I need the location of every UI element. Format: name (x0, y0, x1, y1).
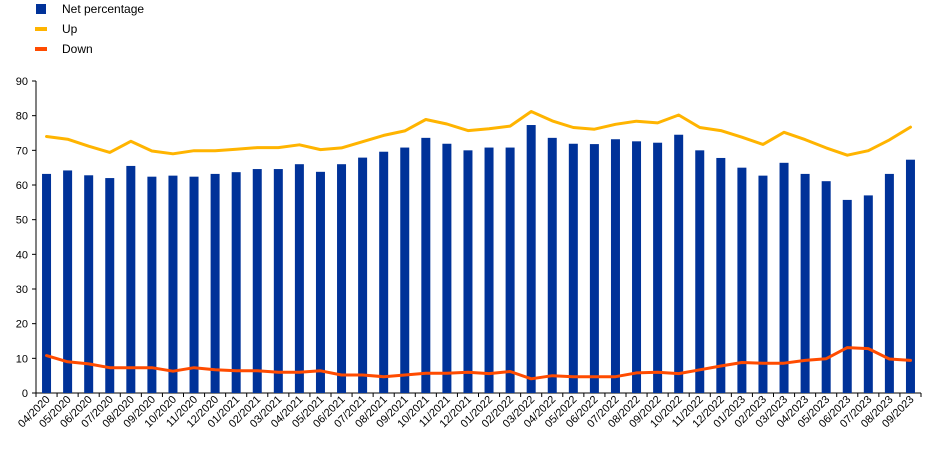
bar-net-percentage (126, 165, 136, 393)
bar-net-percentage (484, 147, 494, 393)
bar-net-percentage (505, 147, 515, 393)
y-tick-label: 20 (16, 319, 28, 331)
bar-net-percentage (884, 173, 894, 393)
bar-net-percentage (189, 176, 199, 393)
bar-net-percentage (610, 139, 620, 393)
bar-net-percentage (589, 144, 599, 393)
bar-net-percentage (210, 173, 220, 393)
bar-net-percentage (800, 173, 810, 393)
bar-net-percentage (147, 176, 157, 393)
y-tick-label: 70 (16, 145, 28, 157)
bar-net-percentage (84, 175, 94, 393)
bar-net-percentage (526, 125, 536, 393)
bar-net-percentage (547, 137, 557, 393)
legend-swatch-down (35, 47, 47, 51)
y-tick-label: 40 (16, 249, 28, 261)
line-series (45, 110, 912, 381)
legend: Net percentage Up Down (35, 2, 144, 56)
bar-net-percentage (358, 157, 368, 393)
bar-net-percentage (315, 171, 325, 393)
y-tick-label: 10 (16, 353, 28, 365)
bar-net-percentage (442, 143, 452, 393)
bar-net-percentage (63, 170, 73, 393)
bar-net-percentage (400, 147, 410, 393)
y-tick-label: 0 (22, 388, 28, 400)
line-up (45, 110, 912, 157)
y-tick-label: 50 (16, 215, 28, 227)
bar-net-percentage (842, 199, 852, 393)
bar-net-percentage (821, 181, 831, 393)
y-tick-label: 80 (16, 111, 28, 123)
legend-label-down: Down (62, 42, 93, 56)
bar-net-percentage (105, 178, 115, 393)
bar-net-percentage (632, 141, 642, 393)
line-down (45, 346, 912, 381)
y-axis: 0 10 20 30 40 50 60 70 80 90 (16, 76, 37, 400)
y-tick-label: 30 (16, 284, 28, 296)
bar-net-percentage (695, 150, 705, 393)
x-axis: 04/202005/202006/202007/202008/202009/20… (16, 392, 922, 430)
bar-net-percentage (252, 169, 262, 393)
bar-net-percentage (568, 143, 578, 393)
bar-net-percentage (379, 151, 389, 393)
legend-label-up: Up (62, 22, 78, 36)
bar-net-percentage (716, 157, 726, 393)
y-tick-label: 60 (16, 180, 28, 192)
bar-net-percentage (863, 195, 873, 393)
bar-net-percentage (463, 150, 473, 393)
bar-net-percentage (758, 175, 768, 393)
bar-net-percentage (231, 172, 241, 393)
bar-net-percentage (421, 137, 431, 393)
legend-label-net-percentage: Net percentage (62, 2, 144, 16)
bar-net-percentage (42, 173, 52, 393)
bar-net-percentage (779, 162, 789, 393)
bar-net-percentage (737, 167, 747, 393)
bar-net-percentage (337, 164, 347, 393)
bar-net-percentage (905, 159, 915, 393)
y-tick-label: 90 (16, 76, 28, 88)
legend-swatch-up (35, 27, 47, 31)
bar-net-percentage (674, 134, 684, 393)
bar-series (42, 125, 915, 393)
legend-swatch-net-percentage (36, 4, 46, 14)
bar-net-percentage (653, 142, 663, 393)
bar-net-percentage (294, 164, 304, 393)
bar-net-percentage (273, 169, 283, 393)
bar-net-percentage (168, 175, 178, 393)
